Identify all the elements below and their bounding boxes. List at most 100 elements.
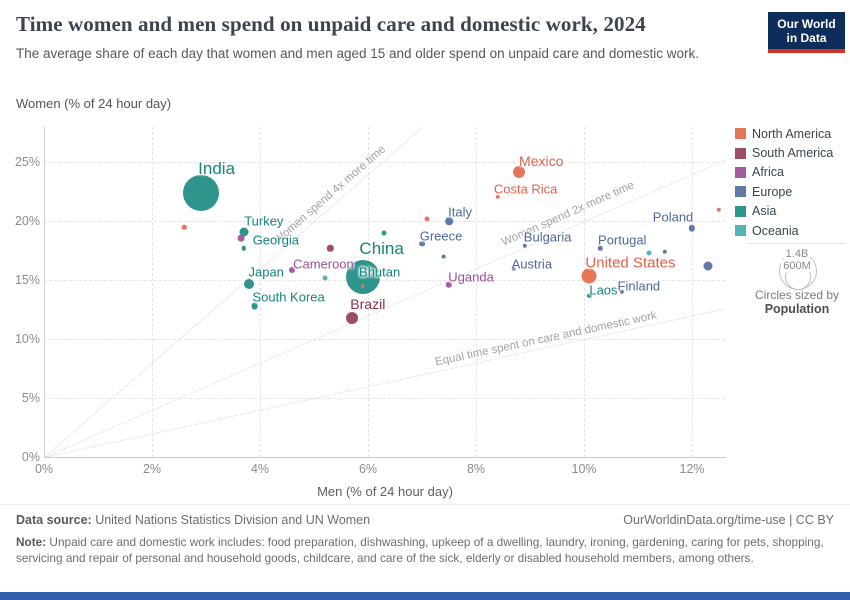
reference-line-1x (44, 308, 726, 458)
point-label-brazil: Brazil (350, 295, 386, 312)
legend-item-europe[interactable]: Europe (735, 182, 833, 201)
data-point-japan[interactable] (244, 278, 255, 289)
data-point-poland[interactable] (688, 225, 696, 232)
y-axis-line (44, 127, 45, 458)
data-point-india[interactable] (182, 175, 219, 211)
legend-swatch-north_america (735, 128, 746, 140)
data-point-finland[interactable] (619, 289, 625, 295)
point-label-portugal: Portugal (598, 232, 647, 248)
page-title: Time women and men spend on unpaid care … (16, 12, 646, 36)
data-point-italy[interactable] (445, 217, 453, 226)
y-axis-title: Women (% of 24 hour day) (16, 96, 172, 111)
data-point-bulgaria[interactable] (522, 243, 527, 249)
point-label-georgia: Georgia (252, 232, 299, 248)
data-point[interactable] (716, 207, 722, 212)
legend-item-oceania[interactable]: Oceania (735, 221, 833, 240)
legend-label: Africa (752, 165, 784, 180)
data-point-mexico[interactable] (513, 165, 526, 178)
owid-logo[interactable]: Our World in Data (768, 12, 845, 53)
legend-label: Asia (752, 204, 777, 219)
reference-line-annotation: Women spend 4x more time (272, 143, 389, 247)
legend-swatch-south_america (735, 147, 746, 159)
data-point-laos[interactable] (587, 293, 592, 298)
point-label-poland: Poland (652, 209, 694, 225)
data-point-costa-rica[interactable] (495, 194, 500, 199)
size-legend-caption: Circles sized by (754, 288, 840, 302)
y-tick-label: 10% (14, 332, 40, 347)
data-point-south-korea[interactable] (251, 302, 259, 310)
x-gridline (692, 127, 694, 457)
data-point[interactable] (237, 234, 245, 242)
data-point[interactable] (360, 284, 365, 288)
x-tick-label: 12% (679, 462, 705, 476)
legend-label: Oceania (752, 223, 799, 238)
point-label-bhutan: Bhutan (359, 264, 401, 280)
point-label-india: India (198, 159, 236, 178)
legend-item-north_america[interactable]: North America (735, 124, 833, 143)
size-legend-inner-label: 600M (781, 260, 813, 272)
x-tick-label: 4% (250, 462, 270, 476)
point-label-mexico: Mexico (519, 152, 564, 169)
legend-item-asia[interactable]: Asia (735, 202, 833, 221)
continent-legend: North America South America Africa Europe As… (735, 124, 833, 240)
y-tick-label: 15% (14, 273, 40, 288)
data-point-austria[interactable] (511, 266, 517, 271)
data-point[interactable] (182, 224, 187, 230)
point-label-costa-rica: Costa Rica (493, 181, 558, 197)
x-gridline (152, 127, 153, 457)
data-point-china[interactable] (345, 259, 380, 294)
legend-label: South America (752, 146, 834, 161)
x-tick-label: 10% (571, 462, 597, 476)
data-point[interactable] (381, 230, 387, 236)
point-label-bulgaria: Bulgaria (523, 229, 572, 245)
chart-subtitle: The average share of each day that women… (16, 46, 699, 61)
size-legend-outer-label: 1.4B (783, 248, 811, 260)
data-point[interactable] (327, 245, 334, 252)
point-label-japan: Japan (248, 264, 284, 280)
bottom-blue-bar (0, 592, 850, 600)
x-gridline (260, 127, 262, 457)
point-label-greece: Greece (419, 228, 463, 244)
owid-logo-line1: Our World (777, 16, 836, 31)
legend-item-africa[interactable]: Africa (735, 163, 833, 182)
data-point-portugal[interactable] (598, 246, 603, 251)
point-label-united-states: United States (585, 254, 676, 271)
y-gridline (44, 339, 725, 341)
point-label-laos: Laos (589, 282, 618, 298)
point-label-south-korea: South Korea (252, 289, 325, 305)
legend-swatch-europe (735, 186, 746, 198)
data-point-cameroon[interactable] (289, 266, 296, 273)
data-point-bhutan[interactable] (360, 278, 365, 283)
y-gridline (44, 280, 725, 282)
data-point[interactable] (703, 261, 713, 271)
data-point[interactable] (424, 216, 430, 222)
x-axis-title: Men (% of 24 hour day) (317, 484, 453, 499)
data-point[interactable] (646, 250, 652, 256)
data-point-greece[interactable] (419, 240, 425, 247)
legend-item-south_america[interactable]: South America (735, 143, 833, 162)
data-point[interactable] (441, 254, 447, 260)
legend-swatch-africa (735, 166, 746, 178)
legend-swatch-asia (735, 205, 746, 217)
data-point[interactable] (662, 249, 668, 255)
y-gridline (44, 162, 725, 164)
y-tick-label: 20% (14, 214, 40, 229)
data-point-turkey[interactable] (239, 227, 249, 237)
note-line: Note: Unpaid care and domestic work incl… (16, 535, 824, 565)
legend-label: North America (752, 126, 832, 141)
point-label-finland: Finland (617, 278, 661, 294)
data-point-uganda[interactable] (445, 281, 453, 289)
y-gridline (44, 398, 725, 400)
data-point-georgia[interactable] (241, 246, 247, 251)
y-tick-label: 25% (14, 155, 40, 170)
data-point-united-states[interactable] (581, 268, 597, 283)
point-label-cameroon: Cameroon (293, 256, 354, 272)
credit-link[interactable]: OurWorldinData.org/time-use | CC BY (623, 513, 834, 527)
point-label-austria: Austria (511, 256, 553, 272)
size-legend-caption-bold: Population (764, 302, 830, 316)
data-point-brazil[interactable] (345, 311, 358, 324)
footer: Data source: United Nations Statistics D… (0, 504, 850, 593)
point-label-italy: Italy (448, 204, 472, 220)
data-point[interactable] (322, 275, 328, 281)
